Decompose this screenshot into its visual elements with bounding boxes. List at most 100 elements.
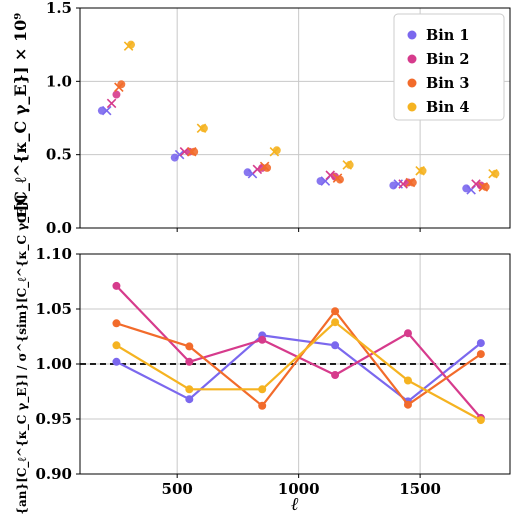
simulation-point-bin-2 (398, 179, 408, 189)
ratio-point-bin-2 (185, 357, 194, 366)
ratio-point-bin-2 (331, 371, 340, 379)
analytic-point-bin-3 (408, 178, 417, 187)
legend-box (393, 13, 505, 121)
simulation-point-bin-4 (488, 168, 498, 179)
simulation-cross-stroke (101, 105, 112, 116)
ratio-point-bin-4 (331, 318, 340, 327)
legend: Bin 1 Bin 2 Bin 3 Bin 4 (393, 13, 505, 121)
simulation-cross-stroke (252, 164, 263, 175)
ratio-point-bin-3 (185, 342, 194, 351)
simulation-point-bin-4 (123, 41, 134, 51)
simulation-cross-stroke (415, 166, 425, 176)
simulation-cross-stroke (114, 82, 124, 92)
bottom-y-tick-label: 0.90 (35, 465, 72, 483)
simulation-point-bin-3 (332, 173, 343, 183)
ratio-line-bin-1 (115, 334, 482, 403)
ratio-point-bin-2 (258, 335, 267, 344)
ratio-point-bin-4 (476, 416, 485, 425)
simulation-cross-stroke (196, 123, 207, 134)
ratio-point-bin-3 (403, 400, 412, 409)
bottom-y-tick-label: 1.10 (35, 245, 72, 263)
ratio-point-bin-3 (476, 350, 485, 359)
x-tick-label: 500 (162, 480, 193, 498)
legend-label-bin-4: Bin 4 (426, 99, 469, 116)
simulation-cross-stroke (259, 161, 270, 172)
bottom-y-tick-label: 0.95 (35, 410, 72, 428)
simulation-cross-stroke (332, 173, 343, 183)
simulation-point-bin-3 (114, 82, 124, 92)
analytic-point-bin-3 (190, 147, 199, 156)
simulation-cross-stroke (269, 146, 280, 157)
simulation-cross-stroke (405, 177, 416, 188)
x-axis-label: ℓ (291, 494, 299, 515)
bottom-y-axis-label: σ^{an}[C_ℓ^{κ_C γ_E}] / σ^{sim}[C_ℓ^{κ_C… (15, 194, 30, 515)
ratio-point-bin-1 (476, 339, 485, 348)
simulation-cross-stroke (179, 146, 190, 157)
top-y-tick-label: 1.5 (46, 0, 72, 17)
x-ticks: 500 1000 1500 (162, 228, 441, 498)
analytic-point-bin-4 (491, 169, 500, 178)
legend-marker-bin-4 (407, 102, 417, 112)
top-y-axis-label: σ[C_ℓ^{κ_C γ_E}] × 10⁹ (11, 13, 30, 224)
analytic-point-bin-1 (170, 153, 179, 162)
bottom-panel-y-ticks: 0.90 0.95 1.00 1.05 1.10 (35, 245, 80, 483)
top-y-tick-label: 1.0 (46, 72, 72, 90)
ratio-line-bin-4 (115, 321, 482, 422)
simulation-point-bin-3 (186, 146, 197, 157)
simulation-point-bin-2 (252, 164, 263, 175)
simulation-point-bin-4 (342, 160, 352, 170)
legend-label-bin-1: Bin 1 (426, 27, 469, 44)
simulation-point-bin-2 (106, 98, 117, 109)
simulation-point-bin-3 (259, 161, 270, 172)
simulation-point-bin-1 (101, 105, 112, 116)
ratio-point-bin-4 (258, 385, 267, 394)
ratio-point-bin-4 (403, 376, 412, 385)
simulation-cross-stroke (471, 179, 481, 189)
simulation-cross-stroke (106, 98, 117, 109)
simulation-cross-stroke (488, 168, 498, 179)
legend-marker-bin-2 (407, 54, 417, 64)
ratio-point-bin-1 (331, 341, 340, 350)
analytic-point-bin-4 (199, 124, 208, 133)
ratio-point-bin-3 (331, 307, 340, 316)
ratio-point-bin-2 (403, 329, 412, 338)
simulation-point-bin-2 (325, 170, 335, 180)
top-panel-markers (97, 40, 500, 195)
simulation-cross-stroke (342, 160, 352, 170)
legend-marker-bin-1 (407, 30, 417, 40)
ratio-line-bin-3 (116, 310, 482, 407)
ratio-point-bin-1 (185, 395, 194, 404)
analytic-point-bin-4 (418, 166, 427, 175)
simulation-point-bin-2 (179, 146, 190, 157)
simulation-point-bin-2 (471, 179, 481, 189)
simulation-cross-stroke (325, 170, 335, 180)
top-panel-frame (79, 7, 511, 229)
simulation-cross-stroke (174, 149, 185, 160)
simulation-cross-stroke (398, 179, 408, 189)
legend-marker-bin-3 (407, 78, 417, 88)
analytic-point-bin-3 (481, 182, 490, 191)
ratio-point-bin-3 (112, 319, 121, 328)
legend-label-bin-3: Bin 3 (426, 75, 469, 92)
simulation-point-bin-1 (174, 149, 185, 160)
ratio-point-bin-1 (112, 357, 121, 366)
ratio-point-bin-4 (185, 385, 194, 394)
top-panel-y-ticks: 0.0 0.5 1.0 1.5 (46, 0, 80, 237)
simulation-point-bin-4 (415, 166, 425, 176)
simulation-point-bin-3 (478, 182, 489, 192)
ratio-point-bin-3 (258, 401, 267, 410)
simulation-point-bin-3 (405, 177, 416, 188)
ratio-point-bin-2 (112, 281, 121, 290)
simulation-cross-stroke (478, 182, 489, 192)
simulation-cross-stroke (123, 41, 134, 51)
simulation-point-bin-4 (269, 146, 280, 157)
ratio-point-bin-4 (112, 341, 121, 350)
analytic-point-bin-2 (112, 90, 121, 99)
legend-label-bin-2: Bin 2 (426, 51, 469, 68)
simulation-cross-stroke (186, 146, 197, 157)
x-tick-label: 1500 (399, 480, 441, 498)
bottom-panel-lines (112, 281, 485, 425)
analytic-point-bin-4 (345, 160, 354, 169)
bottom-y-tick-label: 1.00 (35, 355, 72, 373)
